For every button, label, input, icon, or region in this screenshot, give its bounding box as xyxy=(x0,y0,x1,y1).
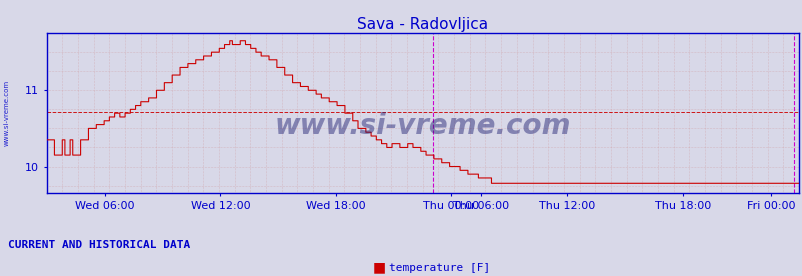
Title: Sava - Radovljica: Sava - Radovljica xyxy=(357,17,488,32)
Text: temperature [F]: temperature [F] xyxy=(389,263,490,273)
Text: CURRENT AND HISTORICAL DATA: CURRENT AND HISTORICAL DATA xyxy=(8,240,190,250)
Text: www.si-vreme.com: www.si-vreme.com xyxy=(274,112,570,140)
Text: www.si-vreme.com: www.si-vreme.com xyxy=(3,80,10,146)
Text: ■: ■ xyxy=(372,261,385,275)
